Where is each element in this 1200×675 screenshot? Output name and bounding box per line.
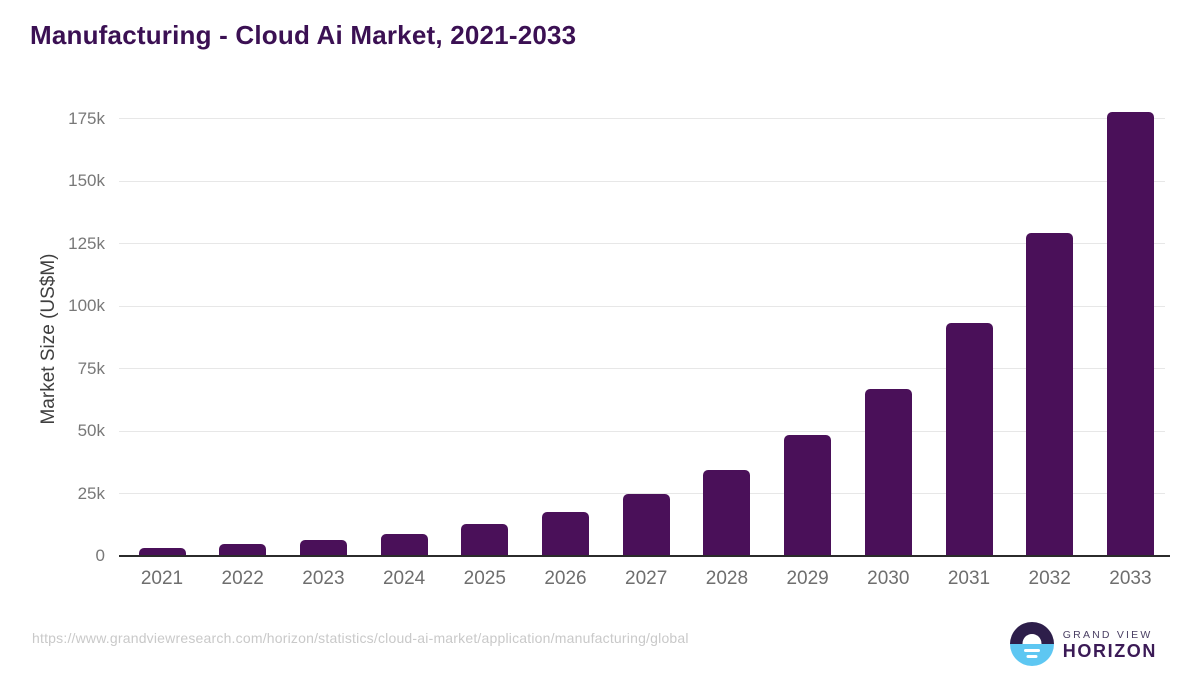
y-tick-label: 175k bbox=[68, 108, 105, 128]
logo-product-name: HORIZON bbox=[1062, 640, 1157, 661]
bar-2024[interactable] bbox=[380, 533, 428, 556]
gridline bbox=[119, 368, 1165, 369]
y-tick-label: 100k bbox=[68, 296, 105, 315]
x-tick-label-2030: 2030 bbox=[867, 568, 910, 589]
x-tick-label-2021: 2021 bbox=[140, 568, 184, 589]
source-url: https://www.grandviewresearch.com/horizo… bbox=[32, 630, 689, 646]
y-tick-label: 0 bbox=[95, 546, 105, 565]
x-tick-label-2027: 2027 bbox=[625, 568, 668, 589]
bar-2025[interactable] bbox=[461, 524, 509, 556]
sun-ray-line bbox=[1026, 655, 1038, 658]
y-tick-label: 125k bbox=[68, 233, 105, 253]
x-tick-label-2026: 2026 bbox=[544, 568, 587, 589]
bar-2023[interactable] bbox=[299, 539, 347, 556]
plot-area bbox=[119, 112, 1168, 556]
x-tick-label-2029: 2029 bbox=[786, 568, 829, 589]
x-tick-label-2028: 2028 bbox=[705, 568, 749, 589]
y-tick-label: 50k bbox=[77, 421, 105, 440]
horizon-sunrise-icon bbox=[1009, 622, 1054, 666]
bar-2029[interactable] bbox=[784, 435, 832, 556]
y-axis-title: Market Size (US$M) bbox=[38, 253, 59, 425]
x-tick-label-2025: 2025 bbox=[463, 568, 506, 589]
y-tick-label: 75k bbox=[77, 358, 105, 378]
x-tick-label-2022: 2022 bbox=[221, 568, 264, 589]
gridline bbox=[119, 493, 1165, 494]
x-tick-label-2033: 2033 bbox=[1109, 568, 1152, 589]
gridline bbox=[119, 430, 1165, 432]
gridline bbox=[119, 243, 1165, 244]
gridline bbox=[119, 305, 1165, 307]
bar-2022[interactable] bbox=[219, 544, 267, 556]
logo-text: GRAND VIEW HORIZON bbox=[1063, 628, 1157, 661]
logo-brand-name: GRAND VIEW bbox=[1062, 628, 1153, 641]
x-tick-label-2023: 2023 bbox=[302, 568, 345, 589]
grand-view-horizon-logo: GRAND VIEW HORIZON bbox=[1009, 621, 1157, 667]
y-tick-label: 25k bbox=[77, 483, 105, 503]
bar-2032[interactable] bbox=[1026, 232, 1074, 556]
bar-2030[interactable] bbox=[864, 388, 912, 556]
sun-icon bbox=[1022, 634, 1042, 644]
x-tick-label-2032: 2032 bbox=[1028, 568, 1071, 589]
bar-2033[interactable] bbox=[1106, 112, 1154, 556]
bar-2026[interactable] bbox=[542, 512, 589, 556]
gridline bbox=[119, 118, 1165, 119]
bar-2028[interactable] bbox=[703, 469, 751, 556]
bar-2021[interactable] bbox=[138, 548, 186, 556]
x-tick-label-2024: 2024 bbox=[382, 568, 426, 589]
chart-title: Manufacturing - Cloud Ai Market, 2021-20… bbox=[30, 20, 577, 50]
gridline bbox=[119, 180, 1165, 182]
y-tick-label: 150k bbox=[68, 171, 105, 190]
x-tick-label-2031: 2031 bbox=[947, 568, 991, 589]
x-axis-line bbox=[119, 555, 1170, 557]
sun-ray-line bbox=[1023, 649, 1040, 652]
bar-2031[interactable] bbox=[945, 322, 993, 556]
bar-2027[interactable] bbox=[622, 494, 670, 556]
